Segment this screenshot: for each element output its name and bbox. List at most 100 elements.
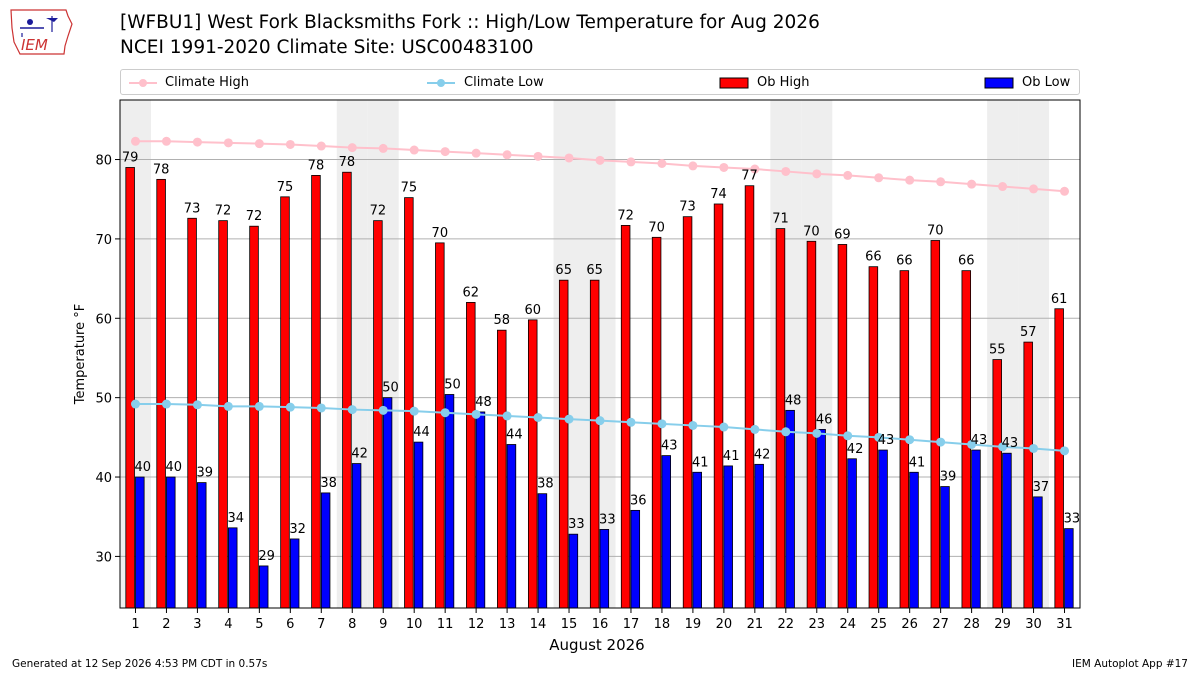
climate-low-point-18 (657, 419, 667, 429)
legend-label-climate-low: Climate Low (464, 75, 544, 90)
x-tick-label-22: 22 (778, 617, 795, 632)
climate-low-point-23 (812, 428, 822, 438)
ob-low-bar-2 (166, 476, 176, 609)
ob-low-bar-27 (940, 486, 950, 609)
ob-high-bar-9 (373, 220, 383, 609)
ob-low-bar-4 (227, 527, 238, 609)
climate-high-point-30 (1029, 184, 1039, 194)
ob-high-label-19: 73 (679, 200, 696, 215)
x-tick-label-15: 15 (561, 617, 578, 632)
climate-low-point-29 (998, 442, 1008, 452)
iem-logo-graphic: IEM (10, 9, 73, 55)
ob-high-label-26: 66 (896, 254, 913, 269)
x-tick-label-6: 6 (286, 617, 294, 632)
ob-low-label-30: 37 (1033, 480, 1050, 495)
generated-timestamp: Generated at 12 Sep 2026 4:53 PM CDT in … (12, 658, 268, 670)
climate-low-line (130, 399, 1070, 456)
climate-high-point-31 (1060, 186, 1070, 196)
ob-high-bar-10 (404, 197, 414, 609)
ob-high-bar-20 (713, 203, 724, 609)
climate-low-point-15 (564, 414, 574, 424)
chart-subtitle: NCEI 1991-2020 Climate Site: USC00483100 (120, 37, 534, 58)
ob-high-label-28: 66 (958, 254, 975, 269)
ob-high-bar-8 (342, 171, 352, 609)
ob-low-label-6: 32 (289, 522, 306, 537)
x-axis-label: August 2026 (549, 636, 644, 654)
climate-low-line-icon (427, 79, 455, 87)
climate-low-point-2 (161, 399, 171, 409)
ob-high-label-1: 79 (122, 150, 139, 165)
ob-high-label-3: 73 (184, 201, 201, 216)
climate-low-point-4 (223, 401, 233, 411)
ob-high-label-31: 61 (1051, 292, 1068, 307)
ob-high-label-13: 58 (493, 313, 510, 328)
ob-high-label-12: 62 (463, 285, 480, 300)
ob-high-label-21: 77 (741, 169, 758, 184)
x-tick-label-29: 29 (994, 617, 1011, 632)
x-tick-label-4: 4 (224, 617, 232, 632)
ob-low-label-8: 42 (351, 447, 368, 462)
climate-high-point-22 (781, 166, 791, 176)
ob-high-label-30: 57 (1020, 325, 1037, 340)
x-tick-label-21: 21 (747, 617, 764, 632)
ob-high-label-10: 75 (401, 181, 418, 196)
x-tick-label-25: 25 (870, 617, 887, 632)
ob-high-bar-21 (744, 185, 755, 609)
x-tick-label-26: 26 (901, 617, 918, 632)
x-tick-label-14: 14 (530, 617, 547, 632)
climate-high-point-12 (471, 148, 481, 158)
y-tick-label-40: 40 (95, 471, 112, 486)
ob-low-label-17: 36 (630, 493, 647, 508)
ob-high-bar-19 (682, 216, 693, 609)
ob-low-label-2: 40 (166, 460, 183, 475)
x-tick-label-20: 20 (716, 617, 733, 632)
ob-low-label-9: 50 (382, 381, 399, 396)
climate-low-point-22 (781, 427, 791, 437)
climate-low-point-20 (719, 422, 729, 432)
ob-low-bar-10 (413, 441, 424, 609)
climate-low-point-6 (285, 402, 295, 412)
ob-low-bar-1 (135, 476, 145, 609)
climate-high-point-4 (223, 138, 233, 148)
ob-low-bar-6 (289, 538, 300, 609)
ob-low-bar-20 (723, 465, 733, 609)
climate-high-point-6 (285, 139, 295, 149)
ob-low-label-14: 38 (537, 477, 554, 492)
x-tick-label-18: 18 (654, 617, 671, 632)
ob-high-bar-5 (249, 225, 259, 609)
climate-low-point-12 (471, 409, 481, 419)
ob-low-label-27: 39 (940, 470, 957, 485)
ob-high-bar-3 (187, 217, 197, 609)
x-tick-label-28: 28 (963, 617, 980, 632)
ob-low-bar-14 (537, 493, 548, 609)
x-tick-label-24: 24 (839, 617, 856, 632)
ob-low-label-12: 48 (475, 395, 492, 410)
ob-high-label-18: 70 (648, 220, 665, 235)
x-tick-label-11: 11 (437, 617, 454, 632)
climate-high-line-icon (129, 79, 157, 87)
x-axis: 1 2 3 4 5 6 7 8 9 10 11 12 13 14 15 16 17 18 19 20 21 22 23 24 2… (131, 608, 1073, 632)
x-tick-label-12: 12 (468, 617, 485, 632)
ob-high-label-6: 75 (277, 180, 294, 195)
ob-high-bar-27 (930, 240, 941, 609)
climate-high-line (130, 136, 1070, 196)
x-tick-label-30: 30 (1025, 617, 1042, 632)
ob-low-bar-28 (971, 449, 981, 609)
x-tick-label-5: 5 (255, 617, 263, 632)
climate-high-point-5 (254, 139, 264, 149)
ob-high-label-23: 70 (803, 224, 820, 239)
climate-high-point-25 (874, 173, 884, 183)
x-tick-label-8: 8 (348, 617, 356, 632)
ob-high-bar-23 (806, 240, 817, 609)
ob-low-label-25: 43 (878, 433, 895, 448)
legend-label-ob-high: Ob High (757, 75, 810, 90)
climate-low-point-5 (254, 401, 264, 411)
x-tick-label-27: 27 (932, 617, 949, 632)
climate-high-point-8 (347, 143, 357, 153)
climate-low-point-7 (316, 403, 326, 413)
climate-high-point-13 (502, 150, 512, 160)
climate-high-point-19 (688, 161, 698, 171)
climate-high-point-16 (595, 155, 605, 165)
climate-low-point-25 (874, 432, 884, 442)
ob-high-bar-7 (311, 175, 321, 609)
